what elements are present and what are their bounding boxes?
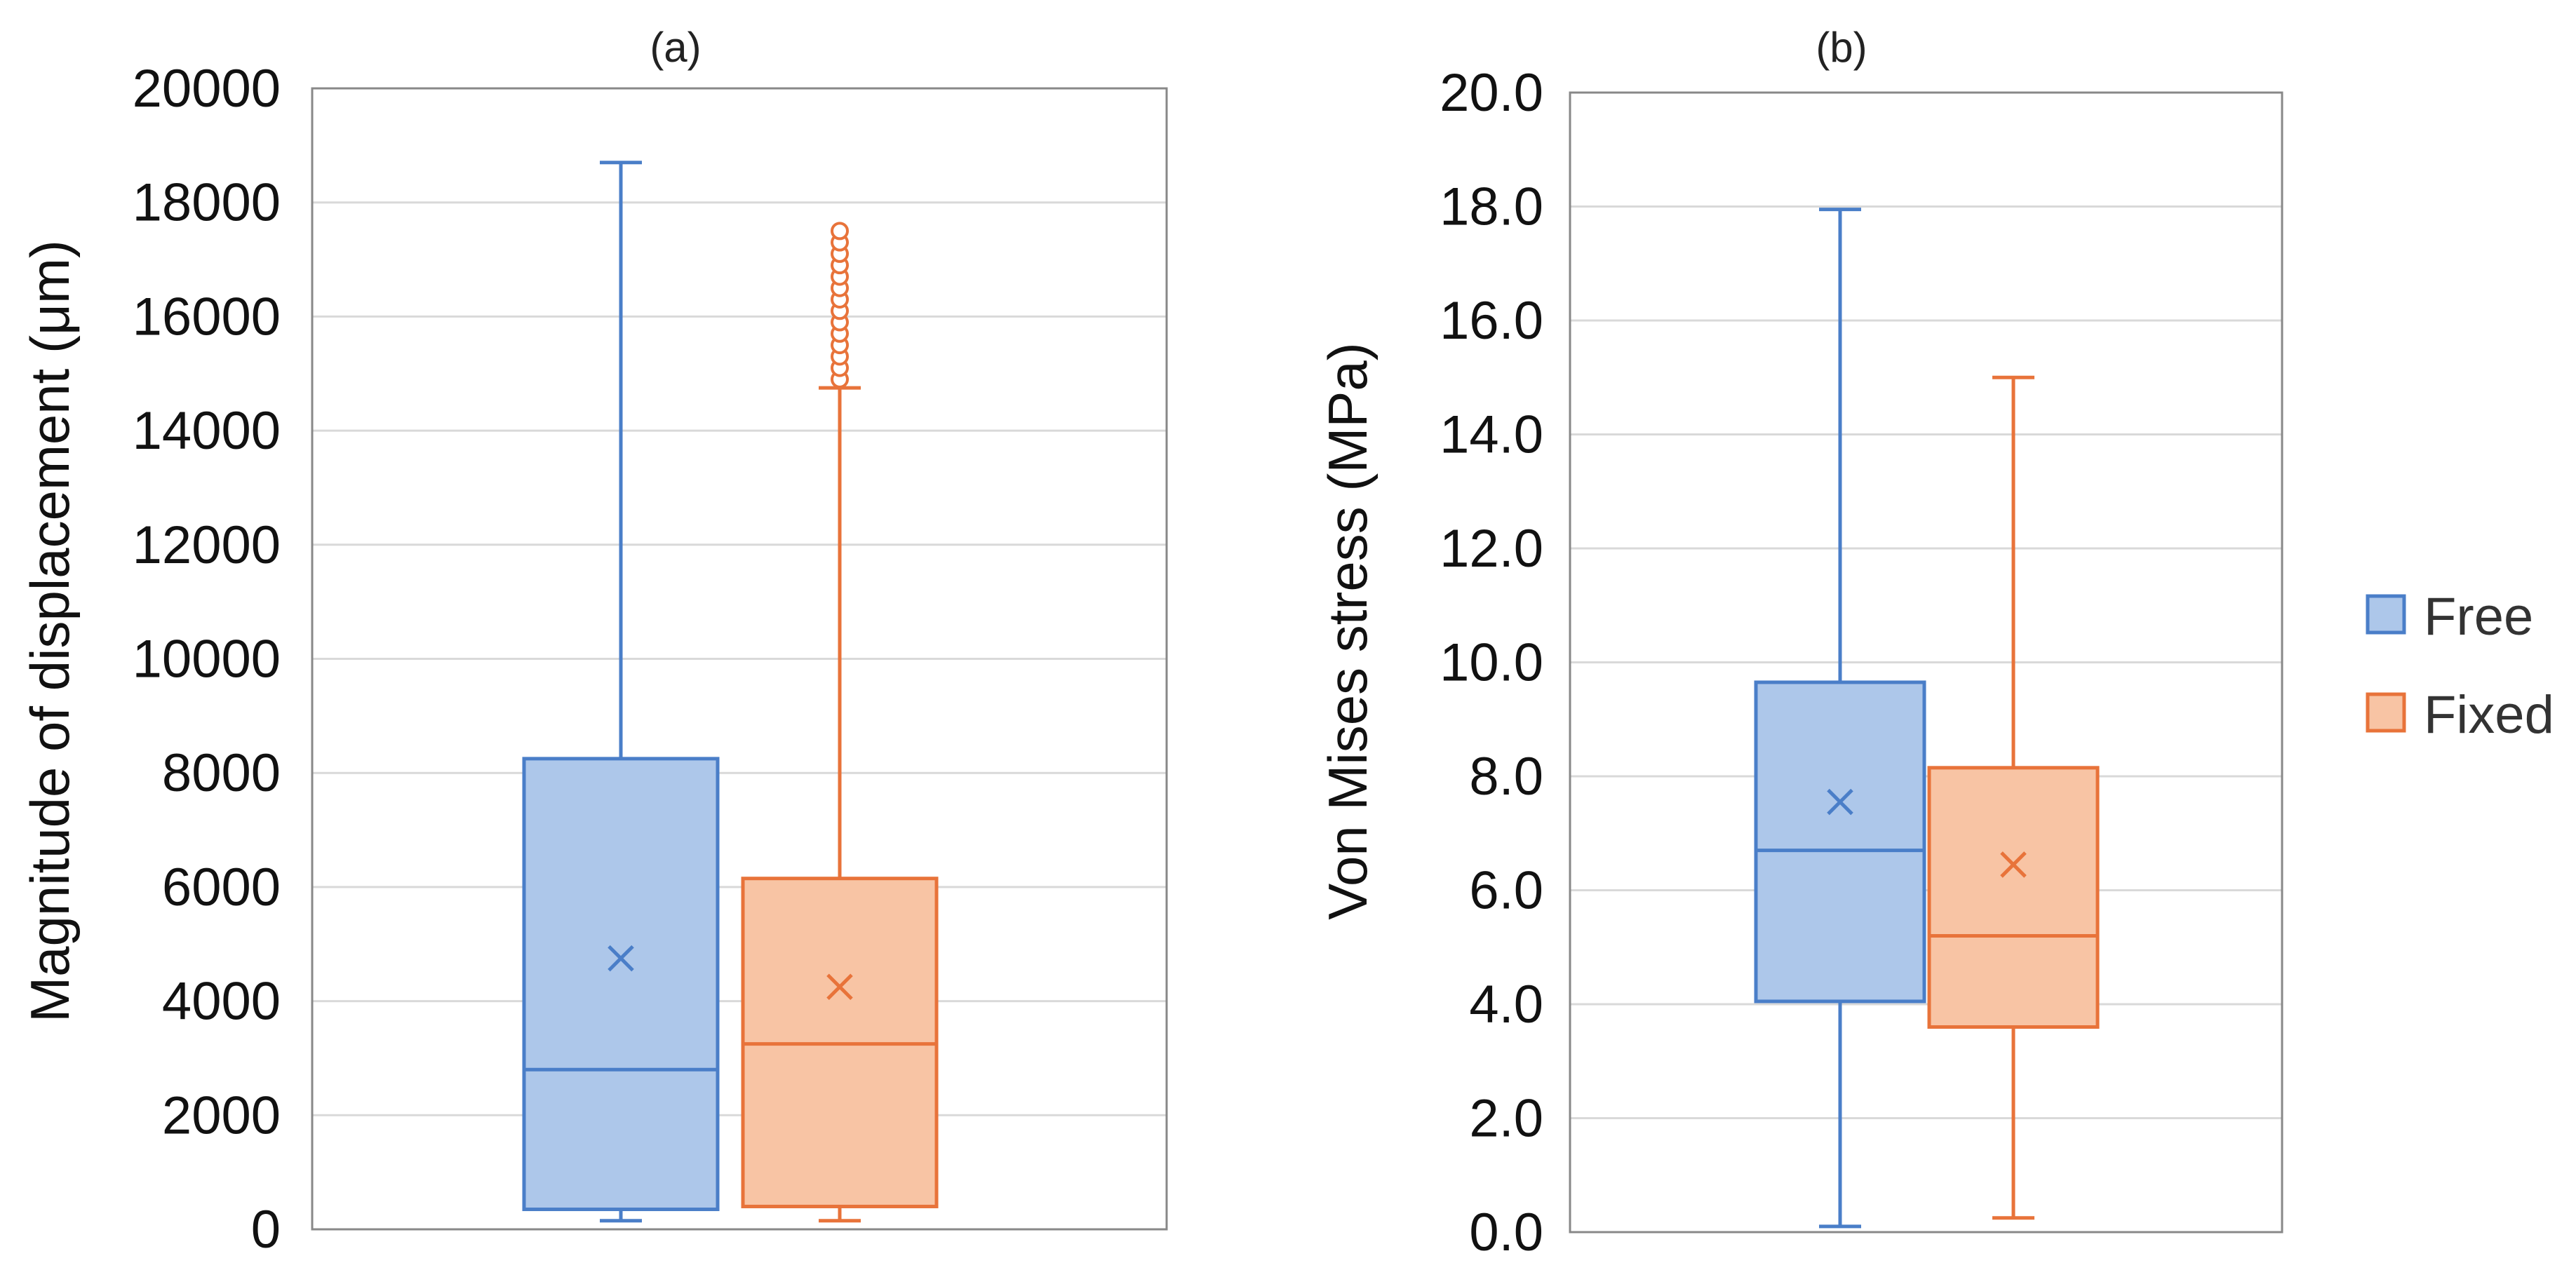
legend-label-fixed: Fixed xyxy=(2424,685,2554,745)
panel-a-plot-frame xyxy=(311,87,1168,1231)
ytick-label: 6000 xyxy=(162,858,281,917)
mean-marker-fixed xyxy=(826,973,853,1001)
box-fixed xyxy=(741,222,939,1223)
ytick-label: 10.0 xyxy=(1440,633,1543,693)
ytick-label: 8000 xyxy=(162,743,281,803)
mean-marker-stroke xyxy=(1827,788,1853,816)
panel-b-ylabel: Von Mises stress (MPa) xyxy=(1317,342,1378,920)
box-free xyxy=(1754,208,1926,1229)
ytick-label: 16000 xyxy=(133,287,281,346)
ytick-label: 18.0 xyxy=(1440,177,1543,237)
ytick-label: 14.0 xyxy=(1440,405,1543,465)
ytick-label: 18000 xyxy=(133,173,281,233)
ytick-label: 4000 xyxy=(162,972,281,1032)
mean-marker-fixed xyxy=(2000,851,2027,878)
panel-a-gridlines xyxy=(312,201,1167,1116)
ytick-label: 12.0 xyxy=(1440,519,1543,579)
mean-marker-stroke xyxy=(608,945,634,972)
ytick-label: 8.0 xyxy=(1469,747,1543,806)
ytick-label: 6.0 xyxy=(1469,861,1543,921)
box-iqr-free xyxy=(522,757,720,1212)
legend: Free Fixed xyxy=(2366,587,2554,745)
panel-a-ylabel: Magnitude of displacement (μm) xyxy=(19,240,81,1022)
ytick-label: 10000 xyxy=(133,630,281,689)
panel-a-title: (a) xyxy=(650,24,701,71)
panel-b-plot-frame xyxy=(1569,91,2283,1234)
ytick-label: 2.0 xyxy=(1469,1089,1543,1149)
ytick-label: 16.0 xyxy=(1440,291,1543,351)
box-iqr-free xyxy=(1754,680,1926,1004)
ytick-label: 4.0 xyxy=(1469,975,1543,1034)
ytick-label: 12000 xyxy=(133,515,281,575)
box-fixed xyxy=(1927,375,2100,1220)
ytick-label: 20000 xyxy=(133,59,281,119)
mean-marker-stroke xyxy=(2000,851,2027,878)
ytick-label: 0 xyxy=(251,1200,281,1259)
panel-b-boxes xyxy=(1754,208,2100,1229)
panel-a-ytick-labels: 0 2000 4000 6000 8000 10000 12000 14000 16000 180… xyxy=(133,59,281,1259)
ytick-label: 0.0 xyxy=(1469,1203,1543,1262)
panel-b-title: (b) xyxy=(1816,24,1867,71)
panel-b: (b) Von Mises stress (MPa) 0.0 2.0 4.0 6.0 8… xyxy=(1317,24,2283,1262)
legend-swatch-free xyxy=(2366,594,2406,635)
mean-marker-stroke xyxy=(826,973,853,1001)
legend-swatch-fixed xyxy=(2366,692,2406,733)
panel-a: (a) Magnitude of displacement (μm) 0 2000… xyxy=(19,24,1168,1259)
panel-b-ytick-labels: 0.0 2.0 4.0 6.0 8.0 10.0 12.0 14.0 16.0 18.0 20.0 xyxy=(1440,63,1543,1262)
ytick-label: 2000 xyxy=(162,1086,281,1145)
outlier-point-fixed xyxy=(831,222,849,241)
mean-marker-free xyxy=(608,945,634,972)
box-iqr-fixed xyxy=(1927,766,2100,1029)
ytick-label: 20.0 xyxy=(1440,63,1543,123)
mean-marker-free xyxy=(1827,788,1853,816)
legend-label-free: Free xyxy=(2424,587,2533,647)
ytick-label: 14000 xyxy=(133,401,281,461)
panel-a-boxes xyxy=(522,161,939,1223)
box-free xyxy=(522,161,720,1223)
